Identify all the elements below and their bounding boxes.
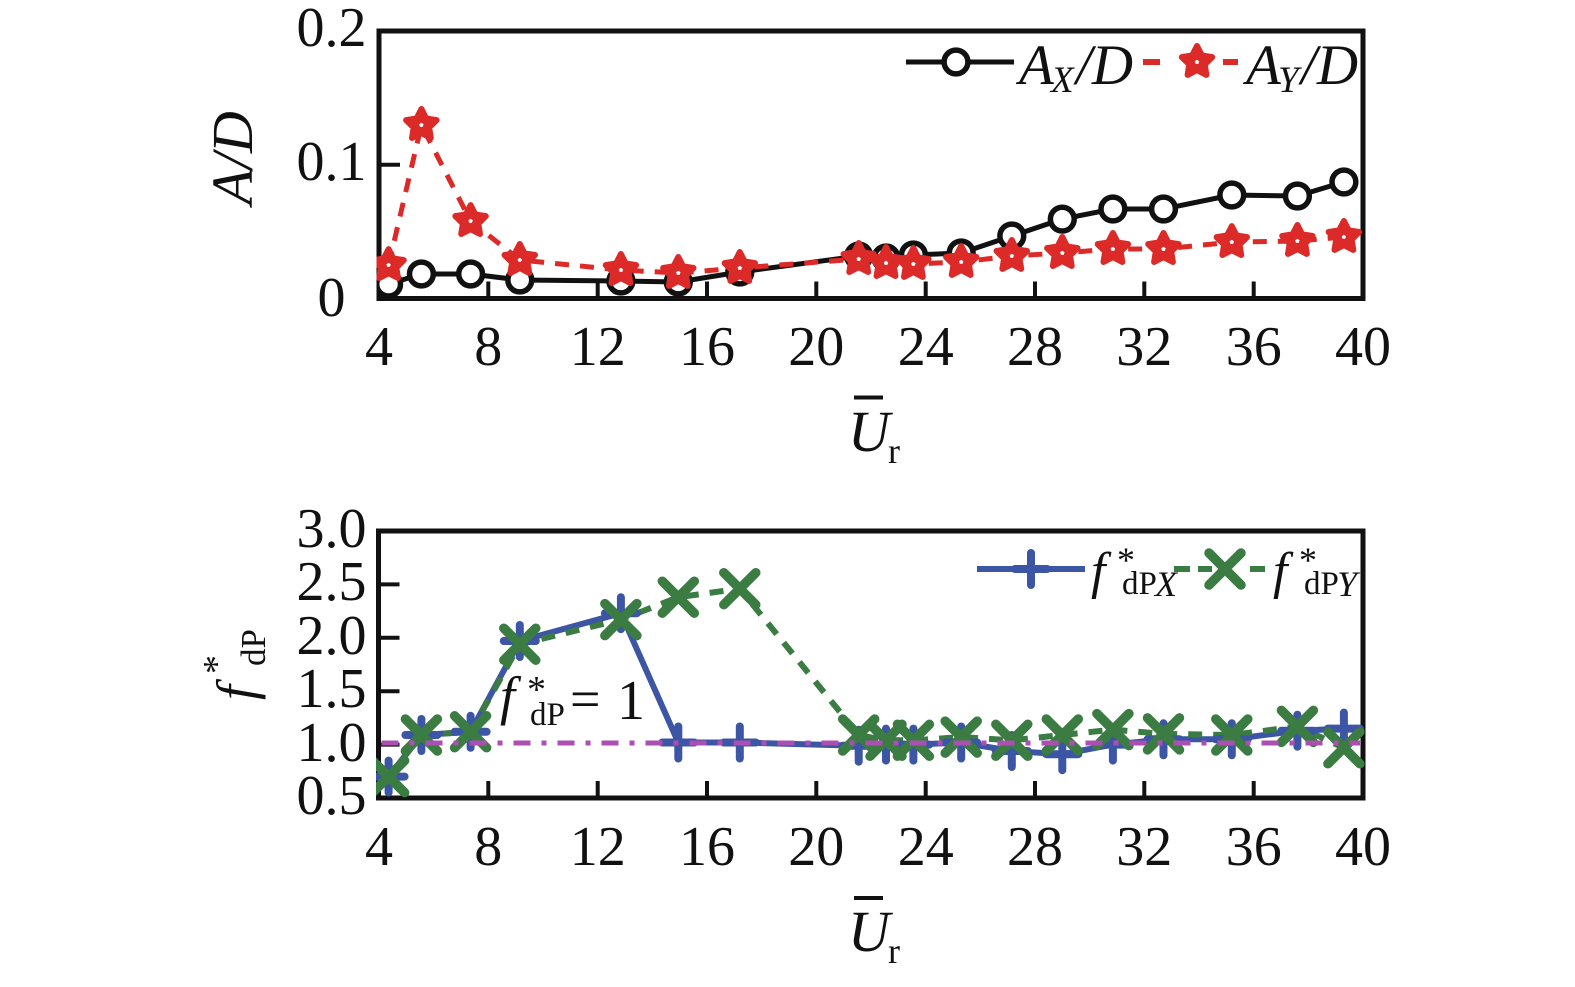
svg-text:28: 28 [1007,316,1063,378]
svg-text:16: 16 [679,316,735,378]
svg-text:1.0: 1.0 [297,712,367,774]
svg-text:40: 40 [1335,816,1391,878]
svg-text:36: 36 [1226,316,1282,378]
svg-text:A/D: A/D [200,111,265,209]
svg-text:/D: /D [1073,34,1133,97]
svg-text:r: r [888,931,900,971]
svg-text:0.5: 0.5 [297,765,367,827]
svg-text:dP: dP [1304,566,1339,602]
svg-text:20: 20 [788,816,844,878]
svg-text:8: 8 [474,316,502,378]
svg-text:4: 4 [365,316,393,378]
svg-text:32: 32 [1116,316,1172,378]
svg-text:/D: /D [1298,34,1358,97]
svg-text:16: 16 [679,816,735,878]
svg-text:X: X [1049,60,1075,101]
svg-text:3.0: 3.0 [297,498,367,560]
svg-text:0.1: 0.1 [297,131,367,193]
svg-text:40: 40 [1335,316,1391,378]
svg-text:4: 4 [365,816,393,878]
svg-text:r: r [888,431,900,471]
svg-text:*: * [527,669,546,711]
svg-text:Y: Y [1278,60,1302,101]
svg-text:1: 1 [617,670,645,732]
svg-text:dP: dP [530,697,565,733]
svg-text:12: 12 [570,316,626,378]
svg-text:*: * [1299,540,1317,580]
svg-text:=: = [570,669,600,729]
svg-text:1.5: 1.5 [297,658,367,720]
svg-text:24: 24 [898,316,954,378]
svg-text:12: 12 [570,816,626,878]
svg-text:dP: dP [1122,566,1157,602]
svg-text:24: 24 [898,816,954,878]
svg-text:*: * [1117,540,1135,580]
svg-text:*: * [196,655,238,674]
svg-text:Y: Y [1337,564,1361,604]
svg-text:32: 32 [1116,816,1172,878]
svg-text:20: 20 [788,316,844,378]
svg-text:A: A [1015,34,1055,97]
svg-text:28: 28 [1007,816,1063,878]
svg-text:A: A [1242,34,1282,97]
svg-text:U: U [848,399,894,464]
svg-text:U: U [848,899,894,964]
svg-text:0: 0 [318,267,346,329]
svg-text:dP: dP [234,629,273,666]
svg-text:8: 8 [474,816,502,878]
svg-text:2.0: 2.0 [297,605,367,667]
svg-text:0.2: 0.2 [297,0,367,59]
svg-text:36: 36 [1226,816,1282,878]
svg-text:2.5: 2.5 [297,551,367,613]
